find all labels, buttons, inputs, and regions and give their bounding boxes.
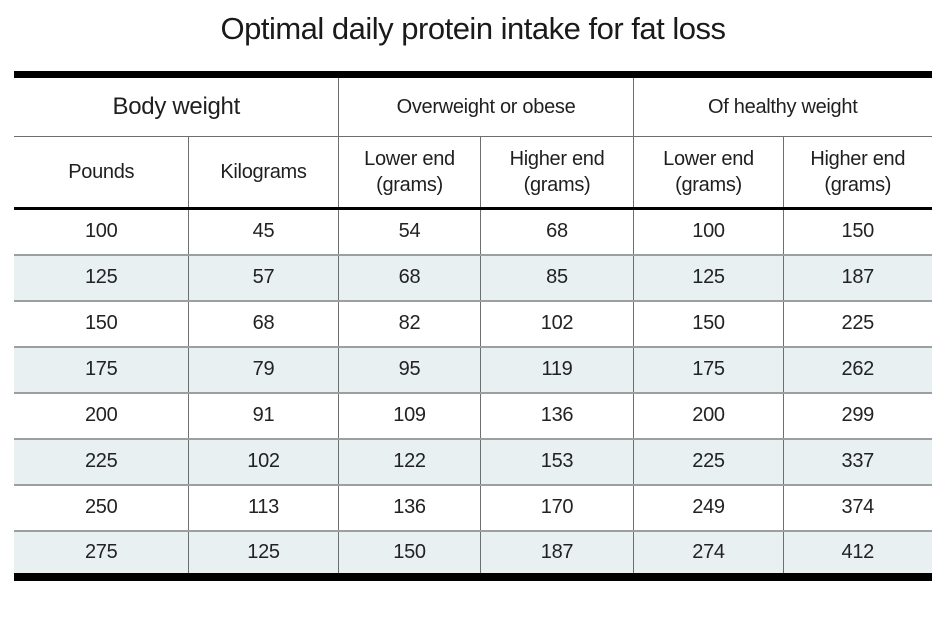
table-row: 200 91 109 136 200 299	[14, 392, 932, 440]
table-cell: 136	[480, 392, 634, 440]
table-cell: 113	[187, 484, 339, 532]
table-cell: 109	[338, 392, 481, 440]
table-cell: 187	[783, 254, 932, 302]
column-header-kilograms: Kilograms	[187, 136, 339, 210]
column-header-obese-lower-end: Lower end (grams)	[338, 136, 481, 210]
table-cell: 374	[783, 484, 932, 532]
table-body: 100 45 54 68 100 150 125 57 68 85 125 18…	[14, 208, 932, 581]
table-cell: 299	[783, 392, 932, 440]
table-row: 100 45 54 68 100 150	[14, 208, 932, 256]
table-cell: 200	[14, 392, 189, 440]
column-header-healthy-higher-end: Higher end (grams)	[783, 136, 932, 210]
group-header-body-weight: Body weight	[14, 71, 339, 137]
table-cell: 95	[338, 346, 481, 394]
table-cell: 45	[187, 208, 339, 256]
table-cell: 153	[480, 438, 634, 486]
table-cell: 68	[187, 300, 339, 348]
table-cell: 170	[480, 484, 634, 532]
table-cell: 150	[338, 530, 481, 581]
table-cell: 225	[14, 438, 189, 486]
table-cell: 150	[783, 208, 932, 256]
table-row: 175 79 95 119 175 262	[14, 346, 932, 394]
table-cell: 100	[633, 208, 784, 256]
table-cell: 337	[783, 438, 932, 486]
table-cell: 249	[633, 484, 784, 532]
table-cell: 79	[187, 346, 339, 394]
table-cell: 125	[14, 254, 189, 302]
column-header-obese-higher-end: Higher end (grams)	[480, 136, 634, 210]
table-cell: 262	[783, 346, 932, 394]
table-row: 150 68 82 102 150 225	[14, 300, 932, 348]
table-cell: 85	[480, 254, 634, 302]
table-header: Body weight Overweight or obese Of healt…	[14, 71, 932, 210]
table-cell: 122	[338, 438, 481, 486]
table-cell: 274	[633, 530, 784, 581]
table-cell: 412	[783, 530, 932, 581]
table-cell: 100	[14, 208, 189, 256]
table-cell: 57	[187, 254, 339, 302]
column-header-pounds: Pounds	[14, 136, 189, 210]
table-cell: 187	[480, 530, 634, 581]
table-cell: 175	[14, 346, 189, 394]
group-header-overweight-obese: Overweight or obese	[338, 71, 634, 137]
table-cell: 82	[338, 300, 481, 348]
table-row: 275 125 150 187 274 412	[14, 530, 932, 581]
group-header-healthy-weight: Of healthy weight	[633, 71, 932, 137]
table-cell: 225	[783, 300, 932, 348]
table-cell: 275	[14, 530, 189, 581]
protein-intake-table: Body weight Overweight or obese Of healt…	[14, 71, 932, 581]
page-title: Optimal daily protein intake for fat los…	[220, 11, 726, 46]
table-cell: 250	[14, 484, 189, 532]
table-cell: 68	[480, 208, 634, 256]
table-cell: 225	[633, 438, 784, 486]
table-cell: 175	[633, 346, 784, 394]
table-cell: 54	[338, 208, 481, 256]
table-cell: 125	[633, 254, 784, 302]
column-header-row: Pounds Kilograms Lower end (grams) Highe…	[14, 136, 932, 210]
table-cell: 125	[187, 530, 339, 581]
table-cell: 119	[480, 346, 634, 394]
table-cell: 68	[338, 254, 481, 302]
table-cell: 102	[187, 438, 339, 486]
table-cell: 102	[480, 300, 634, 348]
table-cell: 150	[14, 300, 189, 348]
table-cell: 136	[338, 484, 481, 532]
table-cell: 150	[633, 300, 784, 348]
table-row: 250 113 136 170 249 374	[14, 484, 932, 532]
column-header-healthy-lower-end: Lower end (grams)	[633, 136, 784, 210]
table-row: 125 57 68 85 125 187	[14, 254, 932, 302]
table-cell: 200	[633, 392, 784, 440]
group-header-row: Body weight Overweight or obese Of healt…	[14, 71, 932, 137]
table-row: 225 102 122 153 225 337	[14, 438, 932, 486]
table-cell: 91	[187, 392, 339, 440]
